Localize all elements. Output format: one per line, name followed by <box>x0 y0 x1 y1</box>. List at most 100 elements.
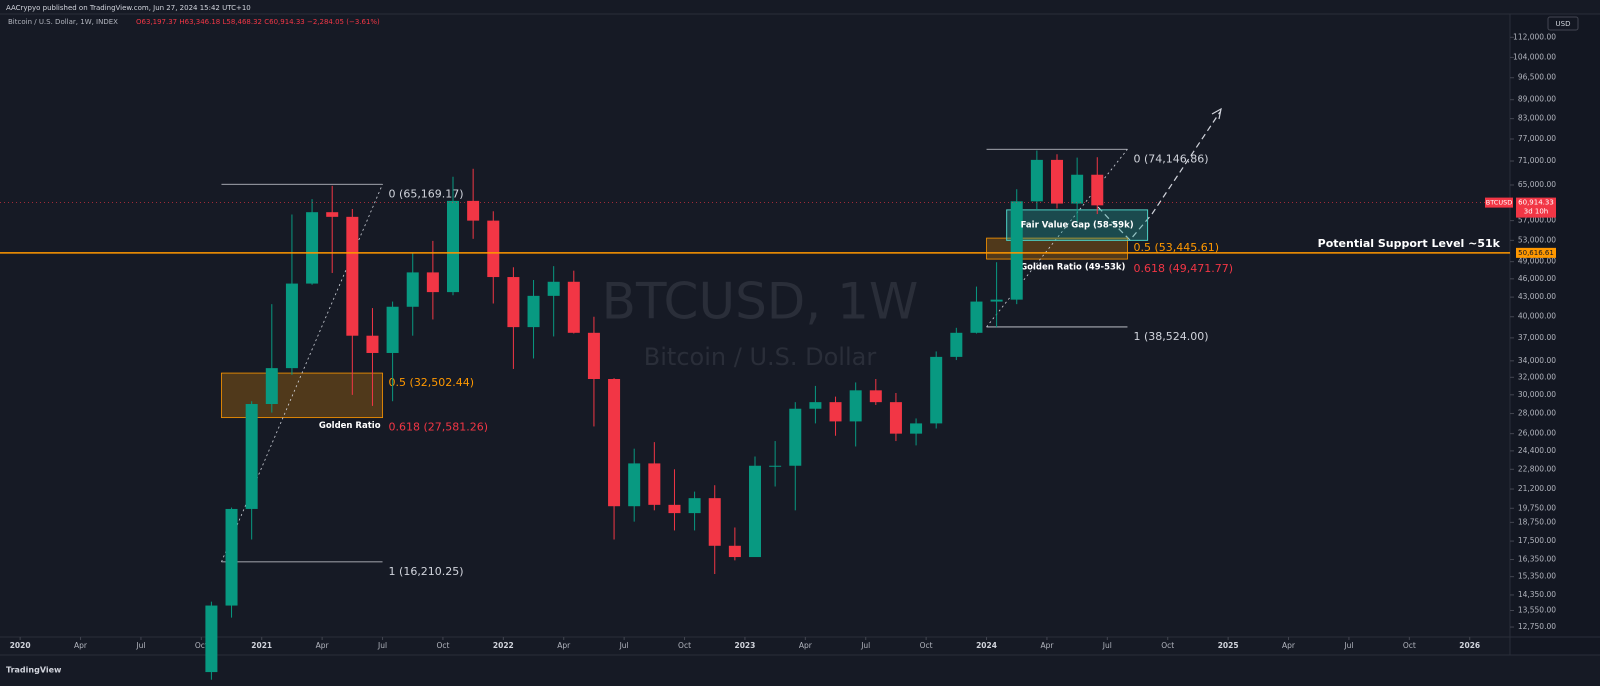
x-tick-label: Jul <box>619 641 629 650</box>
last-price-tag <box>1516 197 1556 218</box>
y-tick-label: 34,000.00 <box>1518 356 1556 365</box>
support-label: Potential Support Level ~51k <box>1318 237 1501 250</box>
y-tick-label: 77,000.00 <box>1518 134 1556 143</box>
y-tick-label: 112,000.00 <box>1513 32 1556 41</box>
fib-label: 1 (16,210.25) <box>389 565 464 578</box>
symbol: Bitcoin / U.S. Dollar, 1W, INDEX <box>8 18 118 26</box>
candle-body <box>889 402 902 434</box>
candle-body <box>306 212 319 284</box>
x-tick-label: Oct <box>678 641 691 650</box>
candle-body <box>567 281 580 333</box>
footer-brand: TradingView <box>6 666 62 675</box>
y-tick-label: 14,350.00 <box>1518 590 1556 599</box>
candle-body <box>829 402 842 422</box>
candle-body <box>265 368 278 405</box>
fib-label: 1 (38,524.00) <box>1133 330 1208 343</box>
author: AACrypyo published on TradingView.com, J… <box>6 4 251 12</box>
symbol-label: BTCUSD <box>1486 199 1512 207</box>
currency[interactable]: USD <box>1556 20 1571 28</box>
support-price-label: 50,616.61 <box>1518 249 1554 257</box>
y-tick-label: 24,400.00 <box>1518 446 1556 455</box>
x-tick-label: Oct <box>920 641 933 650</box>
y-tick-label: 83,000.00 <box>1518 114 1556 123</box>
x-tick-label: Oct <box>195 641 208 650</box>
last-price-label: 60,914.33 <box>1518 199 1554 207</box>
y-tick-label: 21,200.00 <box>1518 484 1556 493</box>
candle-body <box>346 216 359 336</box>
candle-body <box>447 200 459 293</box>
candle-body <box>426 272 439 293</box>
x-tick-label: Oct <box>436 641 449 650</box>
plot: 112,000.00 104,000.00 96,500.00 89,000.00 83… <box>0 32 1556 680</box>
golden-zone <box>986 237 1128 260</box>
candle-body <box>668 504 681 514</box>
candle-body <box>366 335 379 353</box>
candle-body <box>910 423 923 434</box>
candle-body <box>990 299 1003 302</box>
candle-body <box>1010 201 1023 300</box>
y-tick-label: 30,000.00 <box>1518 390 1556 399</box>
x-tick-label: 2025 <box>1218 641 1239 650</box>
y-tick-label: 28,000.00 <box>1518 409 1556 418</box>
y-tick-label: 19,750.00 <box>1518 503 1556 512</box>
x-tick-label: Apr <box>1040 641 1054 650</box>
y-tick-label: 43,000.00 <box>1518 292 1556 301</box>
candle-body <box>285 283 298 369</box>
watermark-title: BTCUSD, 1W <box>602 273 919 331</box>
x-tick-label: Apr <box>1282 641 1296 650</box>
y-tick-label: 46,000.00 <box>1518 274 1556 283</box>
x-tick-label: Oct <box>1161 641 1174 650</box>
candle-body <box>769 465 782 467</box>
countdown: 3d 10h <box>1524 208 1548 216</box>
y-tick-label: 53,000.00 <box>1518 235 1556 244</box>
x-tick-label: Jul <box>1102 641 1112 650</box>
watermark-subtitle: Bitcoin / U.S. Dollar <box>644 343 877 371</box>
y-tick-label: 22,800.00 <box>1518 464 1556 473</box>
price-axis <box>1510 14 1600 655</box>
y-tick-label: 57,000.00 <box>1518 216 1556 225</box>
candle-body <box>487 220 500 278</box>
y-tick-label: 104,000.00 <box>1513 52 1556 61</box>
candle-body <box>809 402 822 409</box>
candle-body <box>1091 174 1104 206</box>
candle-body <box>507 277 520 328</box>
candle-body <box>648 463 661 505</box>
fib-label: 0 (65,169.17) <box>389 187 464 200</box>
y-tick-label: 26,000.00 <box>1518 429 1556 438</box>
y-tick-label: 15,350.00 <box>1518 572 1556 581</box>
y-tick-label: 49,000.00 <box>1518 257 1556 266</box>
fib-label: 0 (74,146.86) <box>1133 152 1208 165</box>
fib-label: 0.618 (27,581.26) <box>389 421 489 434</box>
fvg-label: Fair Value Gap (58-59k) <box>1021 221 1134 231</box>
golden-label: Golden Ratio (49-53k) <box>1020 263 1125 273</box>
candle-body <box>205 605 218 673</box>
y-tick-label: 37,000.00 <box>1518 333 1556 342</box>
quote: O63,197.37 H63,346.18 L58,468.32 C60,914… <box>136 18 380 26</box>
candle-body <box>688 498 701 514</box>
x-tick-label: Jul <box>135 641 145 650</box>
y-tick-label: 40,000.00 <box>1518 312 1556 321</box>
candle-body <box>587 332 600 380</box>
fib-label: 0.5 (32,502.44) <box>389 376 475 389</box>
candle-body <box>708 498 721 546</box>
x-tick-label: Jul <box>377 641 387 650</box>
x-tick-label: 2022 <box>493 641 514 650</box>
golden-zone <box>221 372 383 419</box>
y-tick-label: 18,750.00 <box>1518 517 1556 526</box>
y-tick-label: 65,000.00 <box>1518 180 1556 189</box>
y-tick-label: 89,000.00 <box>1518 95 1556 104</box>
candle-body <box>849 390 862 422</box>
candle-body <box>1030 159 1043 202</box>
y-tick-label: 17,500.00 <box>1518 536 1556 545</box>
candle-body <box>869 390 882 403</box>
x-tick-label: Jul <box>1343 641 1353 650</box>
candle-body <box>406 272 419 307</box>
symbol-tag <box>1485 197 1513 208</box>
y-tick-label: 16,350.00 <box>1518 555 1556 564</box>
x-tick-label: 2020 <box>10 641 31 650</box>
currency-box[interactable] <box>1547 16 1579 31</box>
candle-body <box>950 332 963 357</box>
